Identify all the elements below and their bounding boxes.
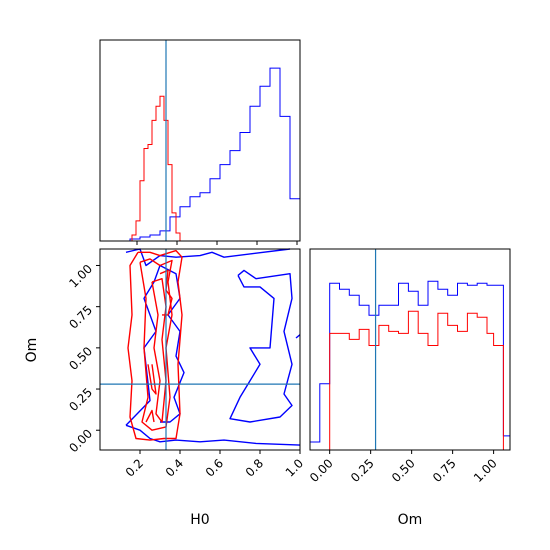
x-tick-label-h0: 0.2 [123,456,146,479]
contour-blue-1 [125,424,301,446]
h0-hist-xticks [136,241,298,245]
x-tick-label-om: 0.00 [307,456,336,485]
x-tick-label-om: 0.75 [430,456,459,485]
contour-red-1 [139,258,173,431]
x-tick-label-h0: 1.0 [283,456,306,479]
hist-h0-red [131,95,181,241]
contour-red-3 [159,269,173,316]
y-tick-label-om: 0.25 [66,385,95,414]
y-tick-label-om: 0.00 [66,426,95,455]
x-tick-label-om: 0.50 [389,456,418,485]
contour-red-4 [147,364,157,395]
hist-h0-blue [129,67,301,241]
y-tick-label-om: 0.75 [66,303,95,332]
x-tick-label-h0: 0.4 [163,456,186,479]
hist-om-blue [309,280,511,450]
contour-red-0 [127,249,183,441]
contour-blue-0 [125,248,291,267]
y-tick-label-om: 1.00 [66,262,95,291]
panel-frame-om-histogram [309,248,511,451]
x-axis-label-h0: H0 [190,512,209,528]
hist-om-red [310,310,510,451]
x-axis-label-om: Om [398,512,423,528]
panel-joint-h0-om: 0.00 0.25 0.50 0.75 1.00 0.2 0.4 0.6 0.8 1.0 [66,248,306,480]
panel-frame-joint [99,248,301,451]
panel-frame-h0-histogram [99,39,301,242]
x-tick-label-h0: 0.6 [203,456,226,479]
x-tick-label-om: 0.25 [348,456,377,485]
contour-blue-3 [229,269,293,423]
contour-blue-4 [295,334,301,339]
y-tick-label-om: 0.50 [66,344,95,373]
x-tick-label-om: 1.00 [471,456,500,485]
panel-h0-histogram [99,39,301,245]
contour-red-5 [145,409,155,423]
panel-om-histogram: 0.00 0.25 0.50 0.75 1.00 [307,248,511,485]
x-tick-label-h0: 0.8 [243,456,266,479]
contour-red-2 [151,278,167,423]
y-axis-label-om: Om [24,338,40,363]
